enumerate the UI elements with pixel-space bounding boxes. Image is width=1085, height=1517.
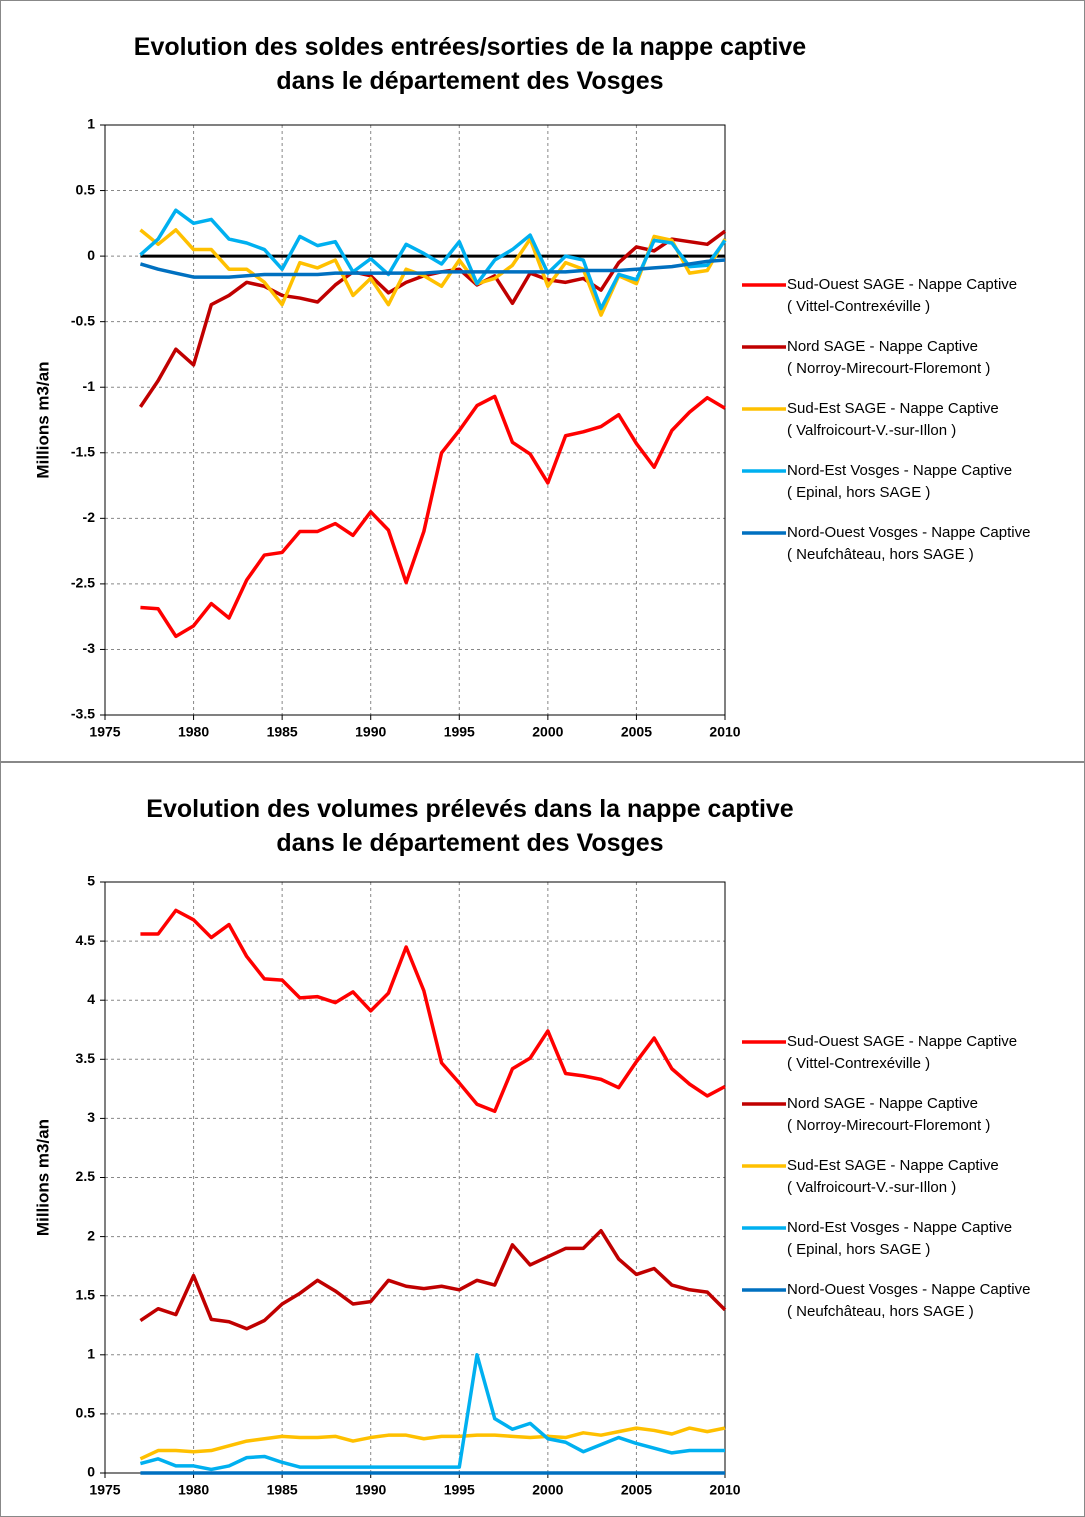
panel-border <box>0 762 1085 1517</box>
legend-entry: Nord-Ouest Vosges - Nappe Captive ( Neuf… <box>787 524 1031 563</box>
x-tick-label: 1980 <box>178 724 209 740</box>
x-tick-label: 2000 <box>532 1482 563 1498</box>
legend-entry: Nord-Ouest Vosges - Nappe Captive ( Neuf… <box>787 1281 1031 1320</box>
y-tick-label: 0.5 <box>76 181 96 197</box>
series-line <box>139 258 726 279</box>
y-tick-label: 5 <box>87 873 95 889</box>
x-tick-label: 1980 <box>178 1482 209 1498</box>
y-tick-label: 4.5 <box>76 932 96 948</box>
x-tick-label: 1975 <box>89 724 120 740</box>
y-tick-label: 2.5 <box>76 1168 96 1184</box>
x-tick-label: 2005 <box>621 724 652 740</box>
x-tick-label: 1985 <box>267 1482 298 1498</box>
legend-entry: Sud-Ouest SAGE - Nappe Captive ( Vittel-… <box>787 276 1018 315</box>
chart-title: Evolution des volumes prélevés dans la n… <box>146 795 794 857</box>
series-line <box>139 1426 726 1461</box>
y-tick-label: 1 <box>87 116 95 132</box>
y-tick-label: -1.5 <box>71 443 95 459</box>
series-line <box>139 208 727 311</box>
x-tick-label: 2000 <box>532 724 563 740</box>
series-line <box>139 1353 725 1472</box>
x-tick-label: 2010 <box>709 724 740 740</box>
series-line <box>140 908 726 1114</box>
x-tick-label: 1995 <box>444 1482 475 1498</box>
legend-entry: Nord-Est Vosges - Nappe Captive ( Epinal… <box>787 1219 1013 1258</box>
x-tick-label: 1990 <box>355 1482 386 1498</box>
series-line <box>140 394 726 639</box>
legend-entry: Nord SAGE - Nappe Captive ( Norroy-Mirec… <box>787 338 991 377</box>
plot-frame <box>104 124 726 716</box>
y-tick-label: 0 <box>87 1464 95 1480</box>
y-tick-label: -3 <box>83 640 96 656</box>
y-tick-label: 3.5 <box>76 1050 96 1066</box>
series-line <box>139 1228 727 1331</box>
y-tick-label: -3.5 <box>71 706 95 722</box>
legend-entry: Sud-Est SAGE - Nappe Captive ( Valfroico… <box>787 1157 999 1196</box>
y-tick-label: 0.5 <box>76 1405 96 1421</box>
panel-border <box>0 0 1085 762</box>
y-tick-label: -0.5 <box>71 312 95 328</box>
x-tick-label: 2010 <box>709 1482 740 1498</box>
y-tick-label: -1 <box>83 378 96 394</box>
y-tick-label: 3 <box>87 1109 95 1125</box>
legend-entry: Sud-Est SAGE - Nappe Captive ( Valfroico… <box>787 400 999 439</box>
legend-entry: Nord SAGE - Nappe Captive ( Norroy-Mirec… <box>787 1095 991 1134</box>
x-tick-label: 1985 <box>267 724 298 740</box>
x-tick-label: 1975 <box>89 1482 120 1498</box>
x-tick-label: 2005 <box>621 1482 652 1498</box>
x-tick-label: 1995 <box>444 724 475 740</box>
legend-entry: Sud-Ouest SAGE - Nappe Captive ( Vittel-… <box>787 1033 1018 1072</box>
y-axis-label: Millions m3/an <box>33 361 52 478</box>
y-axis-label: Millions m3/an <box>33 1119 52 1236</box>
y-tick-label: 0 <box>87 247 95 263</box>
y-tick-label: -2 <box>83 509 96 525</box>
y-tick-label: 2 <box>87 1227 95 1243</box>
y-tick-label: -2.5 <box>71 575 95 591</box>
chart-title: Evolution des soldes entrées/sorties de … <box>133 33 807 95</box>
y-tick-label: 1.5 <box>76 1286 96 1302</box>
y-tick-label: 1 <box>87 1346 95 1362</box>
y-tick-label: 4 <box>87 991 95 1007</box>
series-line <box>139 228 727 317</box>
legend-entry: Nord-Est Vosges - Nappe Captive ( Epinal… <box>787 462 1013 501</box>
x-tick-label: 1990 <box>355 724 386 740</box>
